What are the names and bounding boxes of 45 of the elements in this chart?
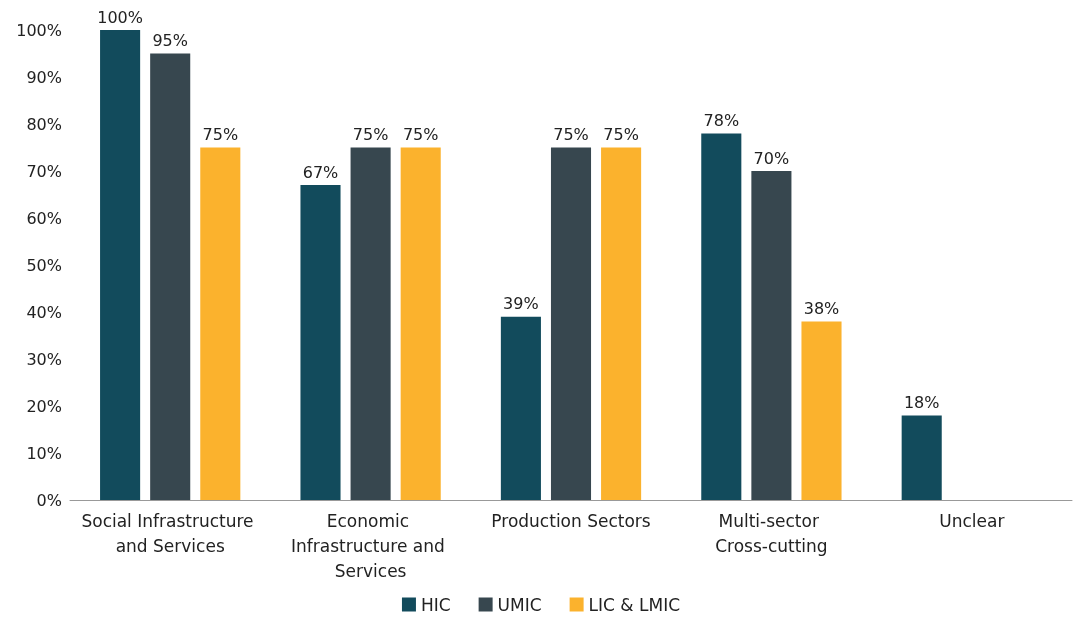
bar [901,415,942,500]
data-label: 75% [202,125,239,144]
data-label: 75% [352,125,389,144]
bar [601,147,642,500]
data-label: 75% [402,125,439,144]
bar [150,53,191,500]
data-label: 75% [553,125,589,144]
data-label: 95% [152,31,188,50]
data-label: 38% [803,298,840,318]
data-label: 70% [753,148,790,168]
bar [801,321,842,500]
bar [400,147,441,500]
y-tick-label: 90% [26,67,62,87]
x-tick-label: Production Sectors [491,510,651,531]
bar [500,316,541,500]
x-tick-label: Multi-sector Cross-cutting [715,510,828,556]
y-tick-label: 80% [26,114,62,134]
bar [350,147,391,500]
bar [701,133,742,500]
data-label: 100% [97,7,143,27]
y-tick-label: 70% [26,161,62,181]
bar [550,147,592,500]
legend-label: LIC & LMIC [588,594,681,615]
bar [751,171,792,500]
y-tick-label: 100% [16,20,62,40]
x-tick-label: Social Infrastructure and Services [81,510,259,556]
y-tick-label: 40% [26,302,62,322]
y-tick-label: 0% [36,490,62,510]
bar [300,185,341,500]
data-label: 75% [603,125,639,144]
bar [200,147,241,500]
y-tick-label: 50% [26,255,62,275]
bar [100,30,141,500]
x-tick-label: Unclear [939,510,1005,531]
data-label: 67% [302,162,339,182]
data-label: 18% [903,392,940,412]
y-tick-label: 20% [26,396,62,416]
data-label: 78% [703,110,740,130]
y-tick-label: 60% [26,208,62,228]
y-tick-label: 30% [26,349,62,369]
data-label: 39% [503,294,539,314]
x-tick-label: Economic Infrastructure and Services [291,510,451,581]
legend-label: HIC [420,594,451,615]
y-tick-label: 10% [26,443,62,463]
legend-label: UMIC [497,594,542,615]
